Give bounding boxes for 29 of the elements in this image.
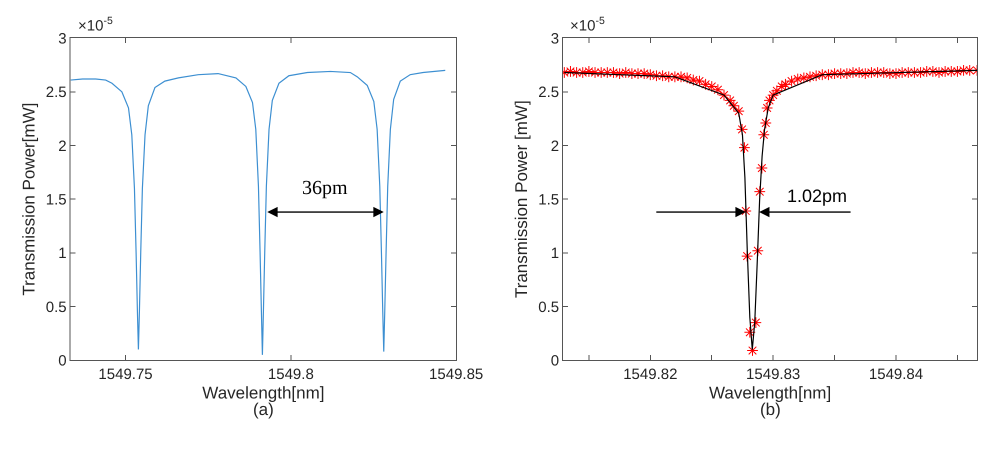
x-axis-title: Wavelength[nm] [202,384,325,403]
y-tick-label: 1.5 [538,191,560,208]
y-tick-label: 0.5 [538,298,560,316]
x-tick-label: 1549.82 [623,366,678,384]
y-tick-label: 2 [550,138,560,155]
x-tick-label: 1549.8 [268,366,314,384]
y-tick-label: 0 [58,352,67,370]
y-tick-label: 1.5 [46,191,67,208]
y-tick-label: 2 [58,138,67,155]
x-tick-label: 1549.83 [746,366,800,384]
y-tick-label: 3 [58,30,67,48]
annotation: 36pm [302,177,348,199]
x-axis-title: Wavelength[nm] [708,384,832,403]
y-tick-label: 1 [550,245,560,262]
y-tick-label: 2.5 [538,84,560,102]
y-tick-label: 0 [550,352,560,370]
annotation: 1.02pm [787,186,848,206]
x-tick-label: 1549.75 [98,366,153,384]
x-tick-label: 1549.85 [429,366,484,384]
y-axis-title: Transmission Power[mW] [19,102,38,296]
y-tick-label: 2.5 [46,84,67,102]
text: ×10$^{-5}$ [78,15,113,34]
text: ×10$^{-5}$ [570,15,605,34]
line-series [70,70,446,356]
x-tick-label: 1549.84 [868,366,924,384]
y-tick-label: 1 [58,245,67,262]
y-tick-label: 0.5 [46,298,67,316]
y-axis-title: Transmission Power [mW] [512,100,531,298]
y-tick-label: 3 [550,30,560,48]
